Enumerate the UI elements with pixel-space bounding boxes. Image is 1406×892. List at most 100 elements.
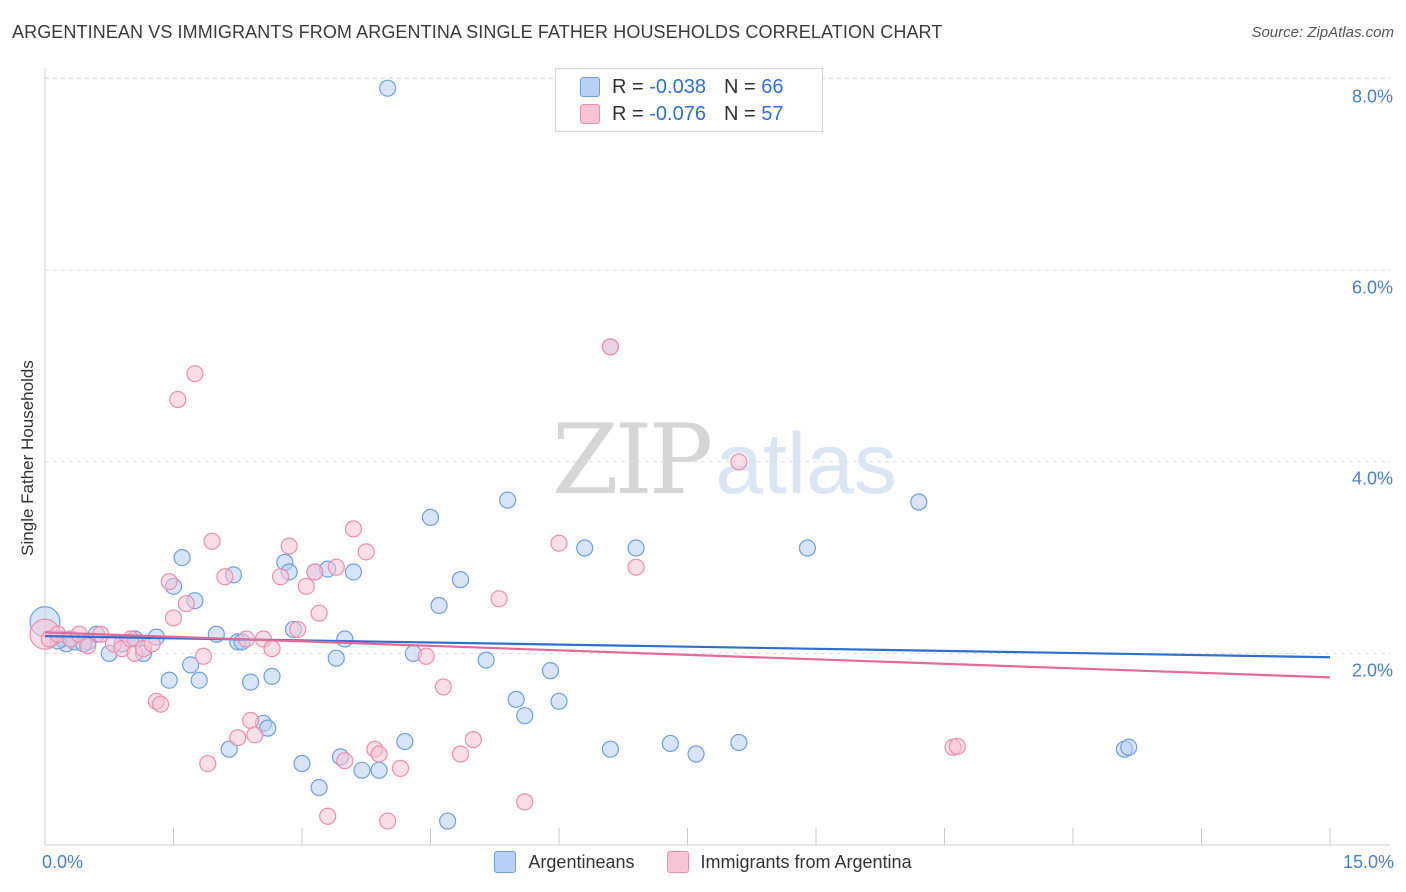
chart-title: ARGENTINEAN VS IMMIGRANTS FROM ARGENTINA… xyxy=(12,22,943,42)
immigrants-point xyxy=(263,640,281,658)
immigrants-point xyxy=(289,620,307,639)
immigrants-point xyxy=(319,807,337,825)
argentineans-point xyxy=(1120,738,1138,756)
grid-lines xyxy=(45,77,1390,654)
x-tick-label-min: 0.0% xyxy=(42,852,84,872)
immigrants-point xyxy=(516,793,534,811)
immigrants-point xyxy=(164,609,183,627)
immigrants-trend-line xyxy=(44,631,1331,679)
argentineans-point xyxy=(421,508,440,526)
argentineans-point xyxy=(327,649,345,667)
argentineans-point xyxy=(396,732,414,751)
trend-lines xyxy=(44,631,1331,679)
y-tick-label-6: 6.0% xyxy=(1351,277,1393,298)
legend-r-label: R = xyxy=(612,75,644,98)
argentineans-point xyxy=(430,596,448,615)
legend-item-immigrants[interactable]: Immigrants from Argentina xyxy=(666,851,912,873)
immigrants-point xyxy=(79,637,97,655)
y-axis-label: Single Father Households xyxy=(18,360,37,556)
legend-n-label: N = xyxy=(723,75,756,98)
y-tick-label-8: 8.0% xyxy=(1351,86,1393,107)
x-tick-label-max: 15.0% xyxy=(1342,852,1394,872)
legend-swatch-pink xyxy=(580,104,600,124)
immigrants-point xyxy=(391,759,410,777)
argentineans-point xyxy=(516,707,534,725)
source-label: Source: ZipAtlas.com xyxy=(1251,24,1394,41)
argentineans-point xyxy=(310,778,328,797)
legend-item-argentineans[interactable]: Argentineans xyxy=(494,851,635,873)
argentineans-point xyxy=(451,571,470,589)
immigrants-point xyxy=(229,729,247,747)
immigrants-point xyxy=(246,726,264,744)
argentineans-point xyxy=(601,740,620,758)
immigrants-point xyxy=(306,563,324,581)
legend-r-value: -0.038 xyxy=(649,75,706,98)
legend-n-value: 66 xyxy=(761,75,784,98)
immigrants-point xyxy=(417,647,435,665)
immigrants-point xyxy=(216,568,234,586)
immigrants-point xyxy=(336,752,354,770)
argentineans-point xyxy=(263,667,281,685)
immigrants-point xyxy=(730,453,748,471)
immigrants-point xyxy=(451,745,470,763)
correlation-legend: R = -0.038 N = 66 R = -0.076 N = 57 xyxy=(555,68,823,132)
argentineans-point xyxy=(477,651,495,669)
immigrants-point xyxy=(601,338,620,356)
argentineans-point xyxy=(379,79,397,97)
argentineans-point xyxy=(576,539,594,557)
immigrants-point xyxy=(199,754,217,773)
series-legend: Argentineans Immigrants from Argentina xyxy=(0,851,1406,873)
immigrants-point xyxy=(948,737,966,755)
argentineans-point xyxy=(499,491,517,509)
immigrants-point xyxy=(370,745,388,763)
argentineans-point xyxy=(160,671,178,689)
immigrants-point xyxy=(434,678,452,696)
argentineans-point xyxy=(242,673,260,691)
immigrants-point xyxy=(203,532,221,550)
argentineans-point xyxy=(910,493,928,511)
argentineans-point xyxy=(370,761,388,779)
argentineans-point xyxy=(344,563,362,581)
argentineans-point xyxy=(293,754,311,773)
legend-swatch-pink xyxy=(666,851,689,873)
axes xyxy=(44,68,1390,846)
legend-n-label: N = xyxy=(723,102,756,125)
argentineans-point xyxy=(190,671,208,689)
immigrants-point xyxy=(550,534,568,552)
immigrants-point xyxy=(357,543,375,561)
y-tick-label-4: 4.0% xyxy=(1351,468,1393,489)
argentineans-point xyxy=(182,656,200,674)
immigrants-point xyxy=(344,520,362,538)
legend-r-value: -0.076 xyxy=(649,102,706,125)
argentineans-point xyxy=(687,745,705,763)
argentineans-point xyxy=(173,548,191,567)
argentineans-point xyxy=(550,692,568,710)
immigrants-point xyxy=(152,695,170,713)
immigrants-point xyxy=(169,390,187,409)
argentineans-point xyxy=(661,734,679,753)
argentineans-point xyxy=(220,740,238,758)
argentineans-point xyxy=(730,733,748,752)
immigrants-point xyxy=(464,731,482,749)
legend-swatch-blue xyxy=(580,77,600,97)
immigrants-point xyxy=(280,537,298,555)
immigrants-point xyxy=(242,711,260,730)
argentineans-point xyxy=(353,761,371,779)
immigrants-point xyxy=(194,647,213,665)
argentineans-point xyxy=(798,539,817,557)
legend-row-argentineans: R = -0.038 N = 66 xyxy=(580,75,783,99)
series-immigrants-points xyxy=(29,338,966,830)
immigrants-point xyxy=(327,558,345,576)
immigrants-point xyxy=(186,365,204,383)
y-tick-label-2: 2.0% xyxy=(1351,660,1393,681)
argentineans-point xyxy=(336,630,354,648)
legend-label-argentineans: Argentineans xyxy=(528,851,635,872)
argentineans-point xyxy=(439,812,457,830)
legend-n-value: 57 xyxy=(761,102,784,125)
argentineans-point xyxy=(507,690,525,708)
argentineans-point xyxy=(627,539,645,557)
immigrants-point xyxy=(160,572,178,591)
argentineans-point xyxy=(541,662,560,680)
series-argentineans-points xyxy=(29,79,1138,830)
